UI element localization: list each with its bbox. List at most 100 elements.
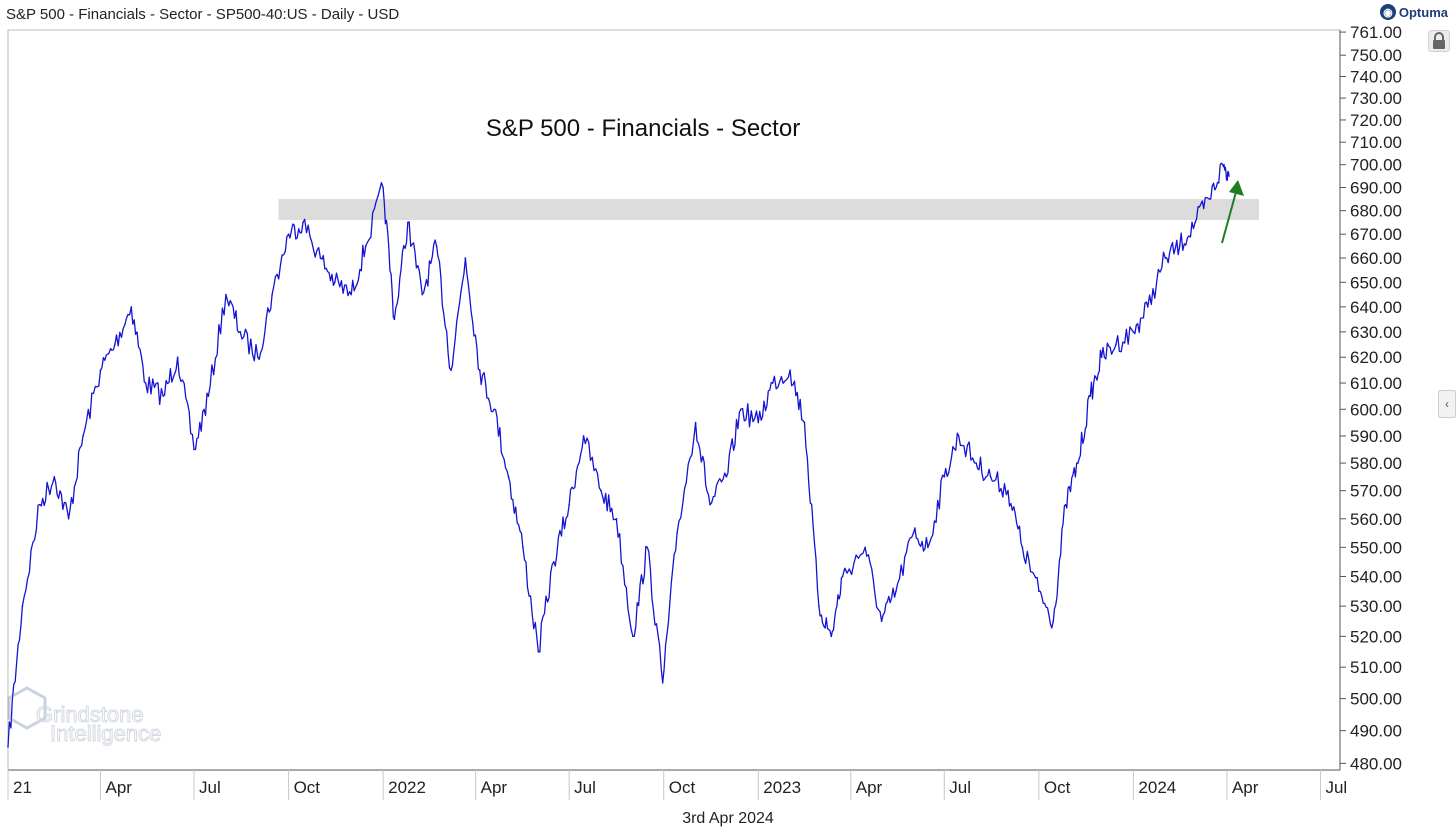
price-data-point [1038, 590, 1040, 593]
price-data-point [130, 306, 133, 308]
price-data-point [1007, 489, 1009, 492]
price-data-point [1222, 163, 1224, 166]
price-data-point [818, 605, 820, 607]
y-tick-label: 560.00 [1350, 510, 1402, 529]
price-data-point [912, 532, 915, 534]
chart-header-title: S&P 500 - Financials - Sector - SP500-40… [6, 6, 400, 23]
price-data-point [7, 746, 9, 748]
y-tick-label: 490.00 [1350, 722, 1402, 741]
price-data-point [382, 186, 384, 189]
price-data-point [1208, 198, 1211, 200]
y-tick-label: 720.00 [1350, 111, 1402, 130]
price-data-point [1100, 356, 1103, 359]
trend-arrow-head [1229, 180, 1244, 196]
price-data-point [450, 369, 452, 371]
price-data-point [989, 476, 992, 478]
y-tick-label: 590.00 [1350, 427, 1402, 446]
price-data-point [676, 532, 678, 534]
y-tick-label: 510.00 [1350, 658, 1402, 677]
price-series-line [7, 162, 1230, 747]
watermark-line1: Grindstone [36, 702, 144, 727]
price-data-point [99, 369, 102, 371]
x-tick-label: Jul [199, 778, 221, 797]
price-data-point [493, 408, 495, 411]
price-data-point [176, 356, 179, 359]
price-data-point [464, 257, 467, 259]
price-data-point [927, 546, 929, 549]
y-tick-label: 730.00 [1350, 89, 1402, 108]
price-data-point [144, 382, 147, 384]
x-tick-label: Oct [294, 778, 321, 797]
price-data-point [1115, 343, 1117, 346]
x-tick-label: Jul [574, 778, 596, 797]
price-data-point [740, 408, 742, 411]
y-tick-label: 660.00 [1350, 249, 1402, 268]
y-tick-label: 600.00 [1350, 400, 1402, 419]
price-data-point [507, 476, 510, 478]
x-tick-label: 2023 [763, 778, 801, 797]
price-data-point [880, 620, 883, 622]
resistance-band-layer [278, 199, 1259, 221]
x-tick-label: 2024 [1138, 778, 1176, 797]
price-data-point [1052, 620, 1055, 622]
y-tick-label: 710.00 [1350, 133, 1402, 152]
y-axis: 761.00 750.00 740.00 730.00 720.00 710.00 700.… [1339, 23, 1402, 773]
price-data-point [582, 435, 585, 437]
price-data-point [1178, 245, 1181, 247]
y-tick-label: 480.00 [1350, 754, 1402, 773]
y-tick-label: 530.00 [1350, 597, 1402, 616]
brand[interactable]: ◉ Optuma [1379, 4, 1448, 20]
x-tick-label: Apr [106, 778, 133, 797]
price-data-point [725, 476, 728, 478]
price-data-point [271, 293, 273, 296]
y-tick-label: 680.00 [1350, 202, 1402, 221]
price-data-point [162, 395, 164, 397]
price-data-point [21, 605, 24, 607]
x-tick-label: Apr [1232, 778, 1259, 797]
price-data-point [350, 293, 353, 296]
watermark-line2: Intelligence [50, 721, 161, 746]
y-tick-label: 650.00 [1350, 273, 1402, 292]
price-data-point [407, 221, 409, 224]
chart-title: S&P 500 - Financials - Sector [486, 115, 800, 142]
price-data-point [646, 546, 649, 549]
price-data-point [82, 435, 84, 437]
optuma-logo-icon: ◉ [1379, 4, 1396, 20]
y-tick-label: 520.00 [1350, 627, 1402, 646]
x-tick-label: 2022 [388, 778, 426, 797]
price-data-point [421, 293, 423, 296]
collapse-panel-button[interactable]: ‹ [1438, 390, 1456, 418]
price-data-point [239, 331, 242, 333]
lock-icon[interactable] [1428, 30, 1450, 52]
footer-date: 3rd Apr 2024 [682, 810, 774, 827]
price-data-point [1132, 331, 1135, 333]
price-data-point [39, 503, 41, 506]
x-tick-label: Oct [1044, 778, 1071, 797]
price-data-point [287, 233, 290, 235]
price-data-point [709, 503, 711, 506]
trend-arrow-shaft [1221, 191, 1237, 244]
price-data-point [552, 561, 555, 563]
price-data-point [1064, 503, 1067, 506]
watermark-hex-icon [7, 686, 47, 730]
price-data-point [67, 517, 70, 520]
x-axis: 21 Apr Jul Oct 2022 Apr Jul Oct 2023 Apr Jul Oct 202… [7, 769, 1347, 800]
y-tick-label: 761.00 [1350, 23, 1402, 42]
y-tick-label: 620.00 [1350, 348, 1402, 367]
price-data-point [334, 281, 336, 284]
price-data-point [114, 343, 116, 346]
price-data-point [975, 462, 977, 464]
price-data-point [895, 590, 897, 593]
x-tick-label: 21 [13, 778, 32, 797]
price-data-point [957, 435, 960, 437]
price-data-point [803, 421, 806, 424]
x-tick-label: Jul [949, 778, 971, 797]
series-layer [7, 162, 1230, 748]
price-data-point [615, 517, 618, 520]
price-data-point [193, 448, 195, 451]
price-data-point [256, 356, 259, 359]
price-data-point [393, 318, 396, 321]
y-tick-label: 690.00 [1350, 179, 1402, 198]
price-data-point [1021, 546, 1024, 549]
